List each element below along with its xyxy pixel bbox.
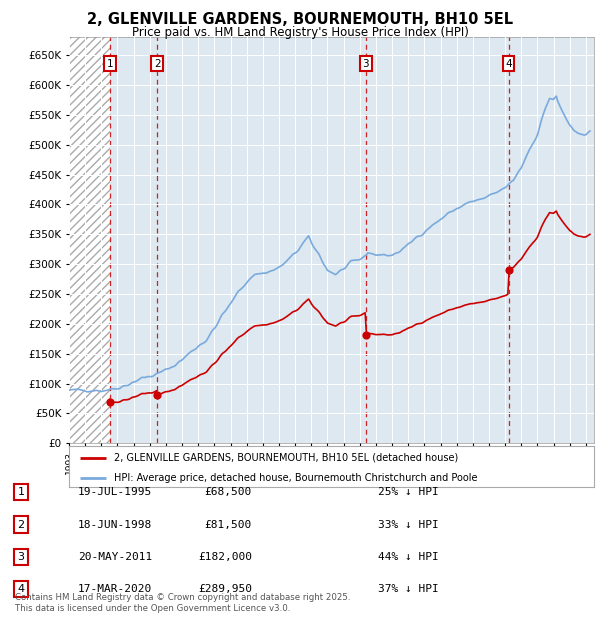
Text: 3: 3 <box>362 59 369 69</box>
Text: 18-JUN-1998: 18-JUN-1998 <box>78 520 152 529</box>
Text: 17-MAR-2020: 17-MAR-2020 <box>78 584 152 594</box>
Text: 2: 2 <box>17 520 25 529</box>
Text: 33% ↓ HPI: 33% ↓ HPI <box>378 520 439 529</box>
Text: £81,500: £81,500 <box>205 520 252 529</box>
Bar <box>69 37 110 443</box>
Text: £182,000: £182,000 <box>198 552 252 562</box>
Text: 3: 3 <box>17 552 25 562</box>
Text: 25% ↓ HPI: 25% ↓ HPI <box>378 487 439 497</box>
Text: 4: 4 <box>17 584 25 594</box>
Text: 37% ↓ HPI: 37% ↓ HPI <box>378 584 439 594</box>
Text: 1: 1 <box>107 59 113 69</box>
Text: 2, GLENVILLE GARDENS, BOURNEMOUTH, BH10 5EL (detached house): 2, GLENVILLE GARDENS, BOURNEMOUTH, BH10 … <box>113 453 458 463</box>
Text: 2, GLENVILLE GARDENS, BOURNEMOUTH, BH10 5EL: 2, GLENVILLE GARDENS, BOURNEMOUTH, BH10 … <box>87 12 513 27</box>
Text: Price paid vs. HM Land Registry's House Price Index (HPI): Price paid vs. HM Land Registry's House … <box>131 26 469 39</box>
Text: 20-MAY-2011: 20-MAY-2011 <box>78 552 152 562</box>
Point <box>106 397 115 407</box>
Text: 1: 1 <box>17 487 25 497</box>
Text: 2: 2 <box>154 59 161 69</box>
Text: £68,500: £68,500 <box>205 487 252 497</box>
Text: 4: 4 <box>505 59 512 69</box>
Text: Contains HM Land Registry data © Crown copyright and database right 2025.
This d: Contains HM Land Registry data © Crown c… <box>15 593 350 613</box>
Point <box>361 330 371 340</box>
Point <box>152 389 162 399</box>
Text: HPI: Average price, detached house, Bournemouth Christchurch and Poole: HPI: Average price, detached house, Bour… <box>113 473 477 483</box>
Text: 19-JUL-1995: 19-JUL-1995 <box>78 487 152 497</box>
Point <box>504 265 514 275</box>
Text: 44% ↓ HPI: 44% ↓ HPI <box>378 552 439 562</box>
Text: £289,950: £289,950 <box>198 584 252 594</box>
